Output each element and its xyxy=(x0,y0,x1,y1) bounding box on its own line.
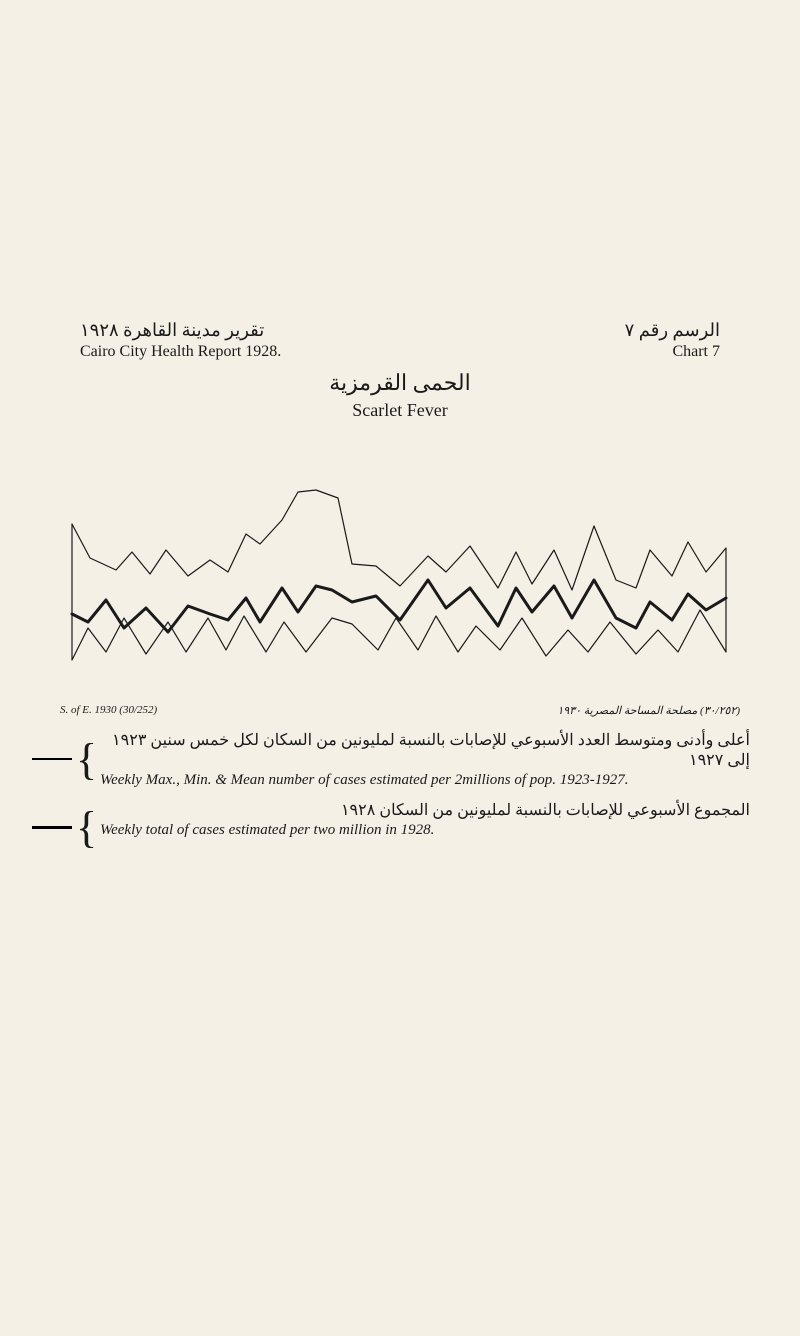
header-right: الرسم رقم ٧ Chart 7 xyxy=(625,320,720,361)
legend1-brace: { xyxy=(76,738,97,782)
document-page: تقرير مدينة القاهرة ١٩٢٨ Cairo City Heal… xyxy=(0,0,800,1336)
chart-footer: S. of E. 1930 (30/252) (٣٠/٢٥٢) مصلحة ال… xyxy=(60,704,740,717)
chart-number-arabic: الرسم رقم ٧ xyxy=(625,320,720,341)
chart-number-english: Chart 7 xyxy=(625,343,720,361)
line-chart xyxy=(60,460,740,680)
report-title-arabic: تقرير مدينة القاهرة ١٩٢٨ xyxy=(80,320,281,341)
legend1-english: Weekly Max., Min. & Mean number of cases… xyxy=(100,772,750,789)
legend2-dash xyxy=(32,826,72,829)
disease-title-english: Scarlet Fever xyxy=(0,400,800,421)
legend1-arabic: أعلى وأدنى ومتوسط العدد الأسبوعي للإصابا… xyxy=(100,730,750,770)
legend2: المجموع الأسبوعي للإصابات بالنسبة لمليون… xyxy=(100,800,750,839)
header-row: تقرير مدينة القاهرة ١٩٢٨ Cairo City Heal… xyxy=(80,320,720,361)
legend1: أعلى وأدنى ومتوسط العدد الأسبوعي للإصابا… xyxy=(100,730,750,789)
legend2-brace: { xyxy=(76,806,97,850)
report-title-english: Cairo City Health Report 1928. xyxy=(80,343,281,361)
footer-left: S. of E. 1930 (30/252) xyxy=(60,704,157,717)
legend2-arabic: المجموع الأسبوعي للإصابات بالنسبة لمليون… xyxy=(100,800,750,820)
center-title: الحمى القرمزية Scarlet Fever xyxy=(0,370,800,421)
header-left: تقرير مدينة القاهرة ١٩٢٨ Cairo City Heal… xyxy=(80,320,281,361)
legend1-dash xyxy=(32,758,72,760)
legend2-english: Weekly total of cases estimated per two … xyxy=(100,822,750,839)
footer-right: (٣٠/٢٥٢) مصلحة المساحة المصرية ١٩٣٠ xyxy=(557,704,740,717)
disease-title-arabic: الحمى القرمزية xyxy=(0,370,800,396)
